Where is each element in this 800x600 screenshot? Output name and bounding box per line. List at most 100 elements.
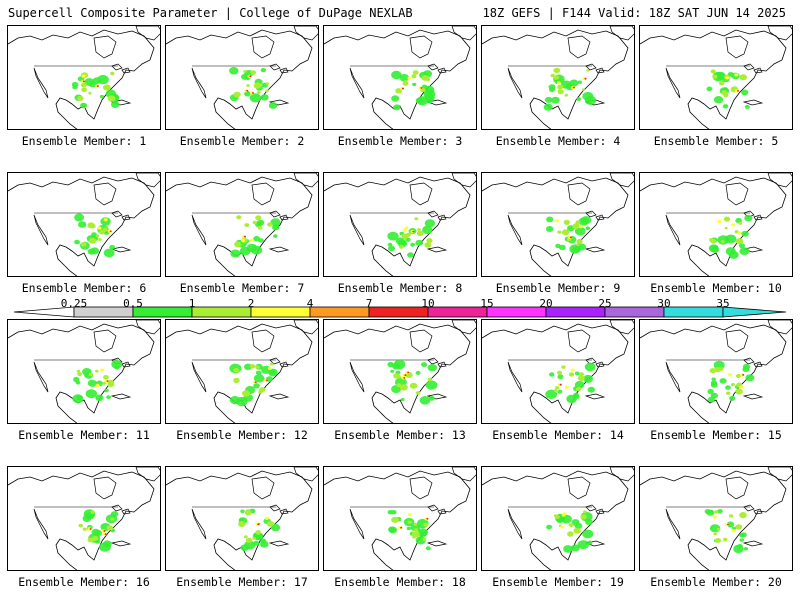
- member-label: Ensemble Member: 1: [21, 134, 147, 148]
- member-label: Ensemble Member: 4: [495, 134, 621, 148]
- north-america-map: [8, 26, 160, 129]
- member-label: Ensemble Member: 15: [650, 428, 782, 442]
- ensemble-map-13: [323, 319, 477, 424]
- north-america-map: [482, 173, 634, 276]
- ensemble-map-9: [481, 172, 635, 277]
- ensemble-map-5: [639, 25, 793, 130]
- colorbar: [13, 306, 787, 318]
- member-label: Ensemble Member: 9: [495, 281, 621, 295]
- north-america-map: [640, 26, 792, 129]
- north-america-map: [8, 467, 160, 570]
- colorbar-segment: [722, 306, 787, 318]
- ensemble-map-12: [165, 319, 319, 424]
- scp-contours: [387, 359, 438, 405]
- colorbar-tick-label: 4: [306, 297, 314, 310]
- colorbar-tick-label: 15: [480, 297, 494, 310]
- colorbar-segment: [250, 306, 311, 318]
- north-america-map: [8, 173, 160, 276]
- scp-contours: [545, 216, 592, 254]
- north-america-map: [324, 173, 476, 276]
- scp-contours: [707, 360, 755, 403]
- member-label: Ensemble Member: 7: [179, 281, 305, 295]
- colorbar-segment: [663, 306, 724, 318]
- valid-time: 18Z GEFS | F144 Valid: 18Z SAT JUN 14 20…: [482, 6, 786, 20]
- ensemble-map-18: [323, 466, 477, 571]
- scp-contours: [229, 67, 278, 109]
- ensemble-map-14: [481, 319, 635, 424]
- member-label: Ensemble Member: 18: [334, 575, 466, 589]
- north-america-map: [166, 320, 318, 423]
- member-label: Ensemble Member: 5: [653, 134, 779, 148]
- member-label: Ensemble Member: 10: [650, 281, 782, 295]
- north-america-map: [482, 26, 634, 129]
- member-label: Ensemble Member: 11: [18, 428, 150, 442]
- member-label: Ensemble Member: 20: [650, 575, 782, 589]
- colorbar-tick-label: 30: [657, 297, 671, 310]
- colorbar-tick-label: 20: [539, 297, 553, 310]
- ensemble-map-19: [481, 466, 635, 571]
- north-america-map: [166, 173, 318, 276]
- scp-contours: [230, 215, 281, 258]
- colorbar-segment: [604, 306, 665, 318]
- member-label: Ensemble Member: 3: [337, 134, 463, 148]
- ensemble-map-15: [639, 319, 793, 424]
- colorbar-tick-label: 1: [188, 297, 196, 310]
- colorbar-tick-label: 10: [421, 297, 435, 310]
- ensemble-map-10: [639, 172, 793, 277]
- scp-contours: [704, 509, 749, 554]
- north-america-map: [324, 467, 476, 570]
- north-america-map: [640, 320, 792, 423]
- scp-contours: [706, 69, 750, 109]
- colorbar-tick-label: 7: [365, 297, 373, 310]
- member-label: Ensemble Member: 2: [179, 134, 305, 148]
- map-title: Supercell Composite Parameter | College …: [8, 6, 413, 20]
- ensemble-map-17: [165, 466, 319, 571]
- member-label: Ensemble Member: 12: [176, 428, 308, 442]
- colorbar-segment: [427, 306, 488, 318]
- colorbar-segment: [191, 306, 252, 318]
- colorbar-segment: [309, 306, 370, 318]
- member-label: Ensemble Member: 19: [492, 575, 624, 589]
- scp-contours: [546, 510, 594, 553]
- north-america-map: [640, 467, 792, 570]
- colorbar-segment: [368, 306, 429, 318]
- ensemble-map-20: [639, 466, 793, 571]
- north-america-map: [8, 320, 160, 423]
- colorbar-segment: [486, 306, 547, 318]
- ensemble-map-7: [165, 172, 319, 277]
- north-america-map: [482, 467, 634, 570]
- scp-contours: [78, 509, 119, 552]
- ensemble-map-3: [323, 25, 477, 130]
- ensemble-map-11: [7, 319, 161, 424]
- scp-contours: [229, 362, 278, 407]
- member-label: Ensemble Member: 8: [337, 281, 463, 295]
- member-label: Ensemble Member: 13: [334, 428, 466, 442]
- colorbar-tick-label: 35: [716, 297, 730, 310]
- north-america-map: [324, 26, 476, 129]
- scp-contours: [387, 217, 436, 258]
- member-label: Ensemble Member: 17: [176, 575, 308, 589]
- north-america-map: [166, 467, 318, 570]
- ensemble-map-2: [165, 25, 319, 130]
- member-label: Ensemble Member: 6: [21, 281, 147, 295]
- ensemble-map-8: [323, 172, 477, 277]
- scp-contours: [708, 214, 753, 259]
- colorbar-tick-label: 0.5: [123, 297, 143, 310]
- north-america-map: [324, 320, 476, 423]
- colorbar-tick-label: 2: [247, 297, 255, 310]
- scp-contours: [72, 359, 123, 404]
- scp-contours: [387, 510, 431, 551]
- member-label: Ensemble Member: 14: [492, 428, 624, 442]
- colorbar-tick-label: 0.25: [60, 297, 88, 310]
- ensemble-map-16: [7, 466, 161, 571]
- scp-contours: [71, 71, 120, 109]
- colorbar-segment: [545, 306, 606, 318]
- north-america-map: [640, 173, 792, 276]
- colorbar-tick-label: 25: [598, 297, 612, 310]
- scp-contours: [74, 213, 116, 258]
- member-label: Ensemble Member: 16: [18, 575, 150, 589]
- ensemble-map-1: [7, 25, 161, 130]
- north-america-map: [482, 320, 634, 423]
- scp-contours: [238, 508, 281, 551]
